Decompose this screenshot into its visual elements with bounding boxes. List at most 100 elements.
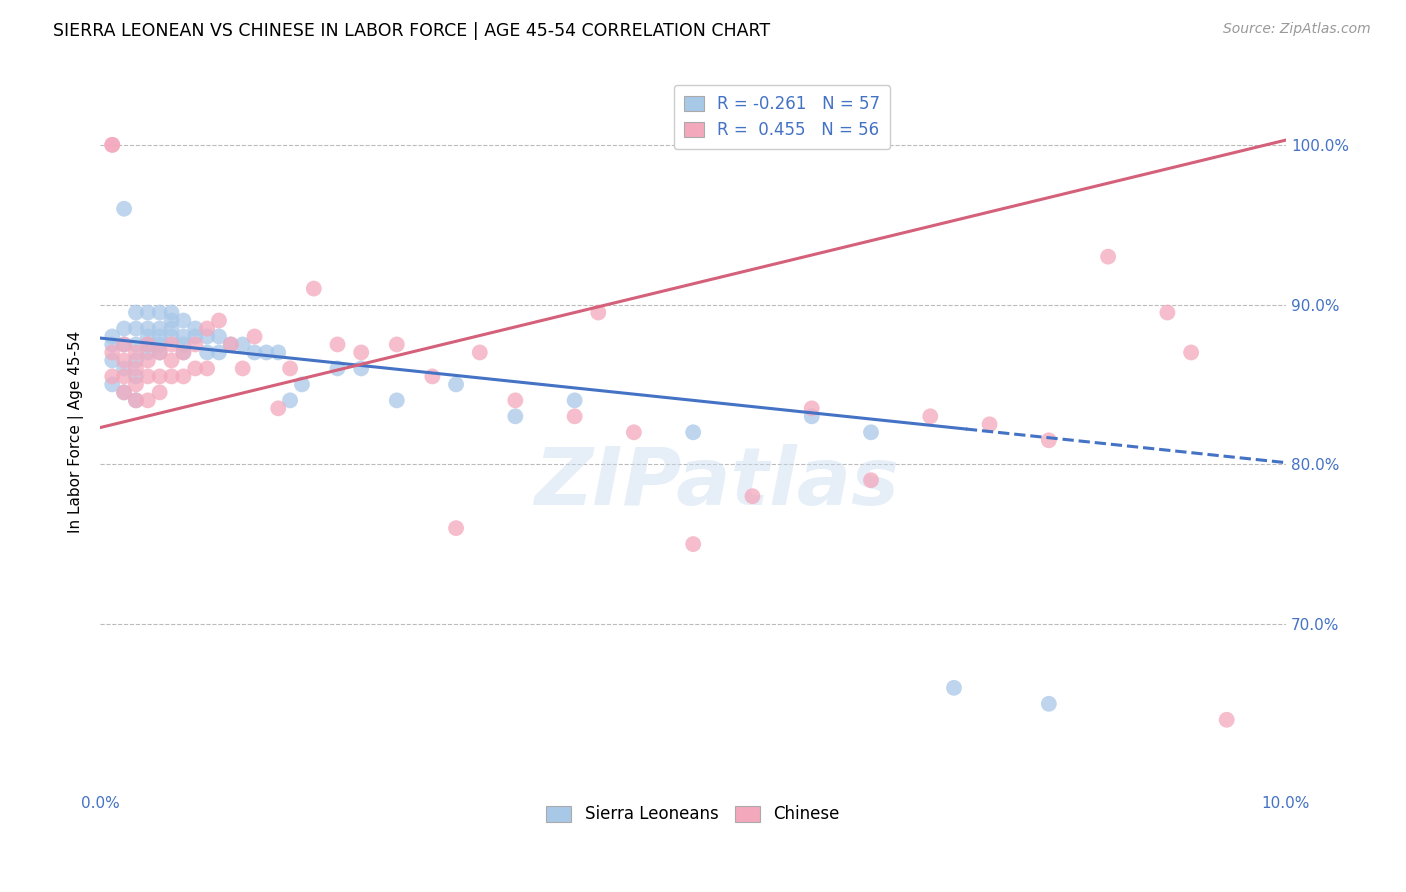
Text: Source: ZipAtlas.com: Source: ZipAtlas.com xyxy=(1223,22,1371,37)
Point xyxy=(149,321,172,335)
Point xyxy=(184,337,207,351)
Point xyxy=(125,337,148,351)
Point xyxy=(160,313,183,327)
Point xyxy=(859,425,882,440)
Point xyxy=(149,369,172,384)
Point xyxy=(160,321,183,335)
Point xyxy=(149,305,172,319)
Point xyxy=(195,329,218,343)
Point xyxy=(149,345,172,359)
Point xyxy=(172,345,194,359)
Point xyxy=(172,369,194,384)
Point xyxy=(136,345,159,359)
Point xyxy=(136,305,159,319)
Point xyxy=(800,401,823,416)
Point xyxy=(385,393,408,408)
Point xyxy=(682,537,704,551)
Point xyxy=(385,337,408,351)
Point xyxy=(208,313,231,327)
Point xyxy=(243,329,266,343)
Point xyxy=(160,353,183,368)
Point xyxy=(979,417,1001,432)
Point xyxy=(184,321,207,335)
Point xyxy=(172,337,194,351)
Point xyxy=(1038,434,1060,448)
Text: SIERRA LEONEAN VS CHINESE IN LABOR FORCE | AGE 45-54 CORRELATION CHART: SIERRA LEONEAN VS CHINESE IN LABOR FORCE… xyxy=(53,22,770,40)
Point xyxy=(112,385,135,400)
Point xyxy=(232,361,254,376)
Point xyxy=(326,337,349,351)
Point xyxy=(149,385,172,400)
Point xyxy=(943,681,966,695)
Point xyxy=(112,369,135,384)
Point xyxy=(1215,713,1237,727)
Point xyxy=(172,313,194,327)
Point xyxy=(125,353,148,368)
Point xyxy=(160,329,183,343)
Point xyxy=(101,137,124,152)
Point xyxy=(125,361,148,376)
Point xyxy=(101,345,124,359)
Point xyxy=(267,345,290,359)
Point xyxy=(350,345,373,359)
Point xyxy=(800,409,823,424)
Point xyxy=(160,369,183,384)
Point xyxy=(149,329,172,343)
Point xyxy=(160,337,183,351)
Point xyxy=(444,521,467,535)
Point xyxy=(125,345,148,359)
Point xyxy=(219,337,242,351)
Point xyxy=(101,353,124,368)
Point xyxy=(1180,345,1202,359)
Point xyxy=(564,393,586,408)
Point xyxy=(1156,305,1178,319)
Point xyxy=(232,337,254,351)
Point xyxy=(208,329,231,343)
Point xyxy=(682,425,704,440)
Point xyxy=(101,337,124,351)
Point xyxy=(112,385,135,400)
Point xyxy=(1038,697,1060,711)
Point xyxy=(278,393,301,408)
Legend: Sierra Leoneans, Chinese: Sierra Leoneans, Chinese xyxy=(540,798,846,830)
Point xyxy=(422,369,444,384)
Text: ZIPatlas: ZIPatlas xyxy=(534,443,900,522)
Point xyxy=(859,473,882,487)
Point xyxy=(184,329,207,343)
Point xyxy=(136,329,159,343)
Point xyxy=(254,345,277,359)
Point xyxy=(101,377,124,392)
Point xyxy=(160,305,183,319)
Point xyxy=(125,393,148,408)
Point xyxy=(112,202,135,216)
Point xyxy=(505,393,527,408)
Point xyxy=(444,377,467,392)
Point xyxy=(101,369,124,384)
Point xyxy=(149,337,172,351)
Point xyxy=(291,377,314,392)
Point xyxy=(112,321,135,335)
Point xyxy=(125,321,148,335)
Point xyxy=(564,409,586,424)
Point xyxy=(112,353,135,368)
Point xyxy=(136,393,159,408)
Point xyxy=(267,401,290,416)
Point xyxy=(505,409,527,424)
Point xyxy=(136,337,159,351)
Point xyxy=(172,329,194,343)
Point xyxy=(350,361,373,376)
Point xyxy=(243,345,266,359)
Point xyxy=(125,377,148,392)
Point xyxy=(741,489,763,503)
Point xyxy=(112,361,135,376)
Point xyxy=(219,337,242,351)
Point xyxy=(172,345,194,359)
Point xyxy=(302,282,325,296)
Point xyxy=(623,425,645,440)
Point xyxy=(101,137,124,152)
Point xyxy=(195,321,218,335)
Point xyxy=(920,409,942,424)
Point xyxy=(149,345,172,359)
Point xyxy=(101,329,124,343)
Point xyxy=(195,345,218,359)
